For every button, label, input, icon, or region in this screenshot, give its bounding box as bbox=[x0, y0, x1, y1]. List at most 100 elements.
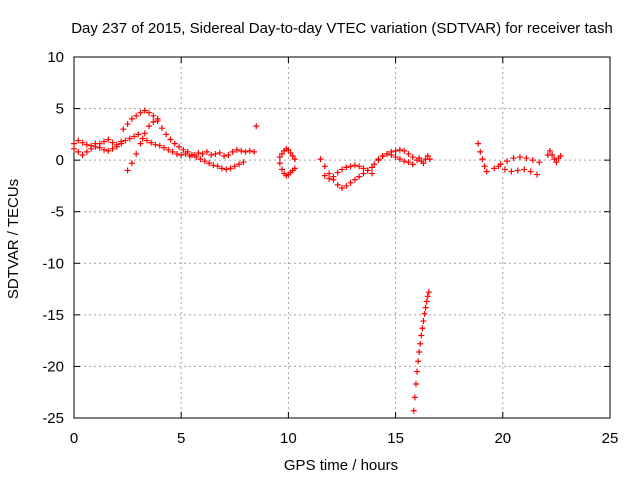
data-point bbox=[131, 133, 138, 140]
y-tick-label: -5 bbox=[51, 204, 64, 221]
data-point bbox=[210, 162, 217, 169]
data-point bbox=[75, 148, 82, 155]
data-point bbox=[523, 155, 530, 162]
data-point bbox=[218, 165, 225, 172]
data-point bbox=[483, 168, 490, 175]
data-point bbox=[287, 149, 294, 156]
data-point bbox=[291, 165, 298, 172]
data-point bbox=[195, 149, 202, 156]
data-point bbox=[419, 325, 426, 332]
data-point bbox=[141, 130, 148, 137]
data-point bbox=[514, 167, 521, 174]
plot-frame bbox=[73, 56, 611, 419]
data-point bbox=[351, 176, 358, 183]
data-point bbox=[343, 182, 350, 189]
data-point bbox=[414, 368, 421, 375]
data-point bbox=[508, 168, 515, 175]
data-point bbox=[424, 153, 431, 160]
data-point bbox=[101, 146, 108, 153]
data-point bbox=[415, 358, 422, 365]
data-point bbox=[124, 167, 131, 174]
y-tick-label: -15 bbox=[42, 307, 64, 324]
data-point bbox=[105, 136, 112, 143]
data-point bbox=[369, 170, 376, 177]
data-point bbox=[495, 163, 502, 170]
data-point bbox=[238, 147, 245, 154]
data-point bbox=[334, 169, 341, 176]
data-point bbox=[251, 148, 258, 155]
data-point bbox=[409, 154, 416, 161]
data-point bbox=[233, 146, 240, 153]
data-point bbox=[137, 109, 144, 116]
data-point bbox=[120, 126, 127, 133]
data-point bbox=[188, 151, 195, 158]
data-point bbox=[420, 318, 427, 325]
data-point bbox=[122, 137, 129, 144]
data-point bbox=[321, 172, 328, 179]
data-point bbox=[208, 151, 215, 158]
data-point bbox=[418, 332, 425, 339]
data-point bbox=[203, 148, 210, 155]
data-point bbox=[128, 160, 135, 167]
data-point bbox=[135, 131, 142, 138]
data-point bbox=[516, 154, 523, 161]
data-point bbox=[347, 163, 354, 170]
data-point bbox=[423, 298, 430, 305]
data-point bbox=[197, 156, 204, 163]
data-point bbox=[557, 153, 564, 160]
data-point bbox=[529, 157, 536, 164]
data-point bbox=[240, 159, 247, 166]
data-point bbox=[405, 159, 412, 166]
data-point bbox=[165, 146, 172, 153]
data-point bbox=[371, 161, 378, 168]
x-tick-label: 20 bbox=[494, 430, 511, 447]
y-tick-label: -10 bbox=[42, 255, 64, 272]
data-point bbox=[143, 137, 150, 144]
data-point bbox=[475, 140, 482, 147]
data-point bbox=[317, 156, 324, 163]
data-point bbox=[546, 147, 553, 154]
data-point bbox=[83, 141, 90, 148]
data-point bbox=[184, 148, 191, 155]
data-point bbox=[339, 166, 345, 173]
data-point bbox=[109, 145, 116, 152]
y-axis-label: SDTVAR / TECUs bbox=[5, 179, 22, 299]
data-point bbox=[137, 140, 144, 147]
data-point bbox=[146, 109, 153, 116]
data-point bbox=[326, 170, 333, 177]
data-point bbox=[426, 156, 433, 163]
data-point bbox=[154, 117, 161, 124]
data-point bbox=[79, 151, 86, 158]
data-point bbox=[392, 154, 399, 161]
data-point bbox=[152, 141, 159, 148]
data-point bbox=[180, 146, 187, 153]
data-point bbox=[521, 166, 528, 173]
data-point bbox=[113, 141, 120, 148]
data-point bbox=[206, 160, 213, 167]
data-point bbox=[356, 163, 363, 170]
data-point bbox=[221, 153, 228, 160]
data-point bbox=[171, 140, 178, 147]
data-point bbox=[412, 380, 419, 387]
data-point bbox=[71, 145, 77, 152]
data-point bbox=[411, 394, 418, 401]
y-tick-label: 5 bbox=[56, 101, 64, 118]
data-point bbox=[409, 161, 416, 168]
data-point bbox=[401, 147, 408, 154]
data-point bbox=[216, 149, 223, 156]
data-point bbox=[253, 123, 260, 130]
data-point bbox=[214, 163, 221, 170]
data-point bbox=[410, 407, 417, 414]
y-tick-label: 0 bbox=[56, 152, 64, 169]
data-point bbox=[139, 135, 146, 142]
data-point bbox=[379, 153, 386, 160]
data-point bbox=[422, 304, 429, 311]
data-point bbox=[536, 159, 543, 166]
data-point bbox=[491, 165, 498, 172]
x-tick-label: 5 bbox=[177, 430, 185, 447]
data-point bbox=[375, 156, 382, 163]
data-point bbox=[351, 162, 358, 169]
data-point bbox=[330, 173, 337, 180]
data-point bbox=[347, 179, 354, 186]
data-point bbox=[360, 170, 367, 177]
